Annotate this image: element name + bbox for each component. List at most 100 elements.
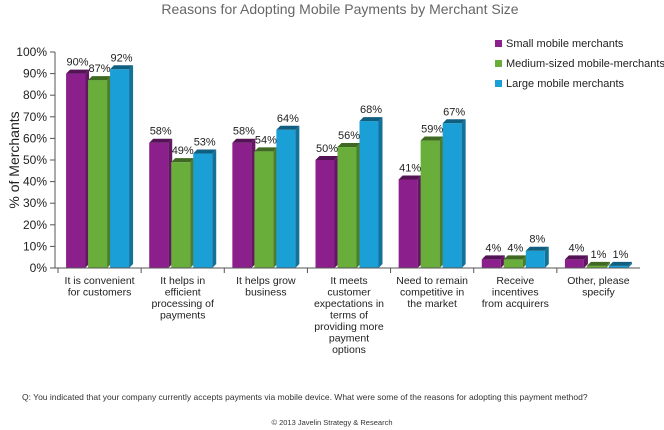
bar: [420, 136, 444, 268]
bar-top: [442, 119, 466, 124]
x-category-label: Need to remain competitive in the market: [396, 275, 468, 310]
bar: [88, 76, 112, 268]
bar-side: [129, 65, 134, 268]
bar-front: [193, 153, 213, 268]
data-label: 64%: [277, 113, 299, 125]
x-axis: It is convenient for customers It helps in…: [55, 267, 640, 356]
data-label: 1%: [612, 249, 628, 261]
bar-top: [481, 255, 505, 260]
x-category-label: It helps in efficient processing of payment…: [151, 275, 214, 322]
y-tick-label: 20%: [23, 218, 47, 232]
data-label: 4%: [568, 242, 584, 254]
data-label: 41%: [399, 162, 421, 174]
data-label: 92%: [111, 52, 133, 64]
legend-swatch: [495, 40, 502, 47]
bar-top: [503, 255, 527, 260]
bar: [66, 69, 90, 268]
y-tick-label: 10%: [23, 239, 47, 253]
bar: [315, 156, 339, 268]
bar-front: [337, 147, 357, 268]
data-label: 50%: [316, 143, 338, 155]
legend-swatch: [495, 60, 502, 67]
bar: [149, 138, 173, 268]
bar: [442, 119, 466, 268]
data-label: 67%: [443, 106, 465, 118]
y-tick-label: 40%: [23, 175, 47, 189]
x-category-label: Receive incentives from acquirers: [482, 275, 549, 310]
bar-top: [88, 76, 112, 81]
bar-front: [481, 259, 501, 268]
bar-side: [605, 261, 610, 268]
bar-front: [66, 73, 86, 268]
y-tick-label: 90%: [23, 67, 47, 81]
bar-top: [66, 69, 90, 74]
data-label: 58%: [233, 126, 255, 138]
y-tick-label: 70%: [23, 110, 47, 124]
bar-side: [378, 117, 383, 269]
copyright-text: © 2013 Javelin Strategy & Research: [271, 418, 393, 427]
bar-top: [608, 261, 632, 266]
bar-front: [276, 129, 296, 268]
y-tick-label: 50%: [23, 153, 47, 167]
legend: Small mobile merchants Medium-sized mobil…: [495, 38, 664, 90]
data-label: 90%: [67, 57, 89, 69]
bars-group: [66, 65, 632, 269]
bar-front: [149, 142, 169, 268]
bar-front: [503, 259, 523, 268]
bar-front: [171, 162, 191, 268]
bar-front: [525, 250, 545, 268]
bar: [586, 261, 610, 268]
bar: [232, 138, 256, 268]
y-tick-label: 80%: [23, 88, 47, 102]
bar-top: [110, 65, 134, 70]
bar-side: [212, 149, 217, 268]
legend-entry: Large mobile merchants: [506, 78, 625, 90]
bar: [608, 261, 632, 268]
legend-entry: Medium-sized mobile-merchants: [506, 58, 664, 70]
bar-side: [627, 261, 632, 268]
bar-front: [232, 142, 252, 268]
bar-front: [420, 140, 440, 268]
bar-top: [337, 143, 361, 148]
data-label: 1%: [590, 249, 606, 261]
bar: [254, 147, 278, 268]
bar-top: [420, 136, 444, 141]
bar-top: [564, 255, 588, 260]
bar-top: [149, 138, 173, 143]
x-category-label: It helps grow business: [236, 275, 296, 299]
bar: [564, 255, 588, 268]
y-tick-label: 100%: [16, 45, 47, 59]
bar-front: [110, 69, 130, 268]
data-label: 59%: [421, 124, 443, 136]
legend-swatch: [495, 80, 502, 87]
bar: [337, 143, 361, 268]
data-labels-group: 90%87%92%58%49%53%58%54%64%50%56%68%41%5…: [67, 52, 629, 261]
data-label: 56%: [338, 130, 360, 142]
bar-top: [398, 175, 422, 180]
bar: [110, 65, 134, 268]
bar-front: [442, 123, 462, 268]
bar: [171, 158, 195, 268]
bar-top: [525, 246, 549, 251]
y-axis: 0% 10% 20% 30% 40% 50% 60% 70% 80% 90% 100%: [16, 45, 56, 275]
bar-front: [315, 160, 335, 268]
data-label: 54%: [255, 134, 277, 146]
bar-top: [276, 125, 300, 130]
bar: [276, 125, 300, 268]
bar-front: [359, 121, 379, 269]
bar-front: [254, 151, 274, 268]
bar: [193, 149, 217, 268]
bar-top: [193, 149, 217, 154]
y-axis-label: % of Merchants: [6, 111, 22, 208]
bar-side: [544, 246, 549, 268]
y-tick-label: 0%: [30, 261, 48, 275]
bar-top: [586, 261, 610, 266]
bar-front: [398, 179, 418, 268]
bar-top: [254, 147, 278, 152]
data-label: 87%: [89, 63, 111, 75]
legend-entry: Small mobile merchants: [506, 38, 624, 50]
bar-front: [586, 265, 606, 268]
bar-front: [88, 80, 108, 268]
data-label: 58%: [150, 126, 172, 138]
